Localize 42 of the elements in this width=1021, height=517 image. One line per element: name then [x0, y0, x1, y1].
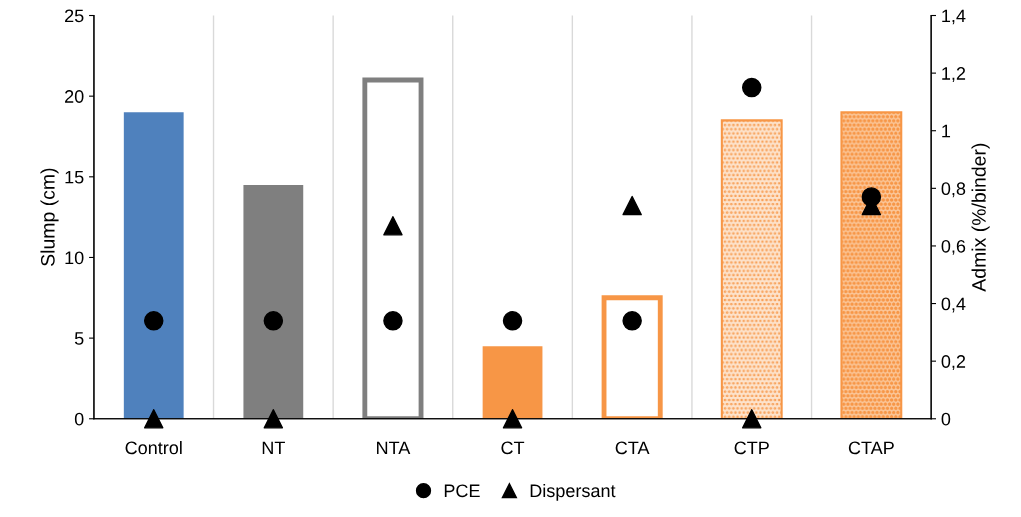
y2-tick-label: 0,8: [941, 182, 966, 198]
y-tick-label: 0: [74, 412, 84, 426]
point: [741, 409, 762, 429]
point: [383, 311, 403, 331]
point: [143, 409, 164, 429]
y2-tick-label: 0,2: [941, 355, 966, 371]
y-tick-label: 20: [65, 90, 84, 103]
y2-tick-label: 1: [942, 124, 951, 138]
y-tick-label: 15: [65, 170, 84, 184]
point: [622, 195, 642, 216]
x-tick-label: Control: [125, 440, 182, 455]
y2-tick-label: 0: [941, 412, 951, 426]
y-tick-label: 10: [65, 251, 84, 265]
point: [502, 409, 523, 429]
bar: [123, 112, 184, 419]
legend-label: Dispersant: [530, 483, 616, 501]
x-tick-label: CT: [501, 441, 525, 455]
legend-label: PCE: [444, 484, 480, 498]
bar: [840, 111, 903, 419]
y-axis-title: Slump (cm): [40, 168, 59, 266]
bar: [243, 184, 304, 419]
y2-axis-title: Admix (%/binder): [971, 143, 990, 292]
point: [622, 311, 642, 331]
y-tick-label: 25: [65, 9, 84, 23]
bar: [720, 119, 783, 419]
y2-tick-label: 1,4: [942, 9, 966, 25]
point: [263, 409, 284, 429]
point: [263, 311, 284, 331]
point: [741, 77, 762, 98]
y2-tick-label: 1,2: [942, 67, 966, 82]
x-tick-label: NT: [262, 441, 285, 455]
x-tick-label: CTAP: [848, 441, 894, 455]
x-tick-label: CTP: [734, 441, 769, 455]
bar: [482, 346, 543, 419]
y-tick-label: 5: [74, 332, 84, 345]
point: [143, 311, 164, 331]
point: [502, 311, 523, 331]
point: [383, 216, 403, 236]
x-tick-label: NTA: [377, 441, 411, 455]
y2-tick-label: 0,4: [941, 297, 966, 313]
y2-tick-label: 0,6: [941, 239, 966, 255]
x-tick-label: CTA: [615, 441, 650, 455]
